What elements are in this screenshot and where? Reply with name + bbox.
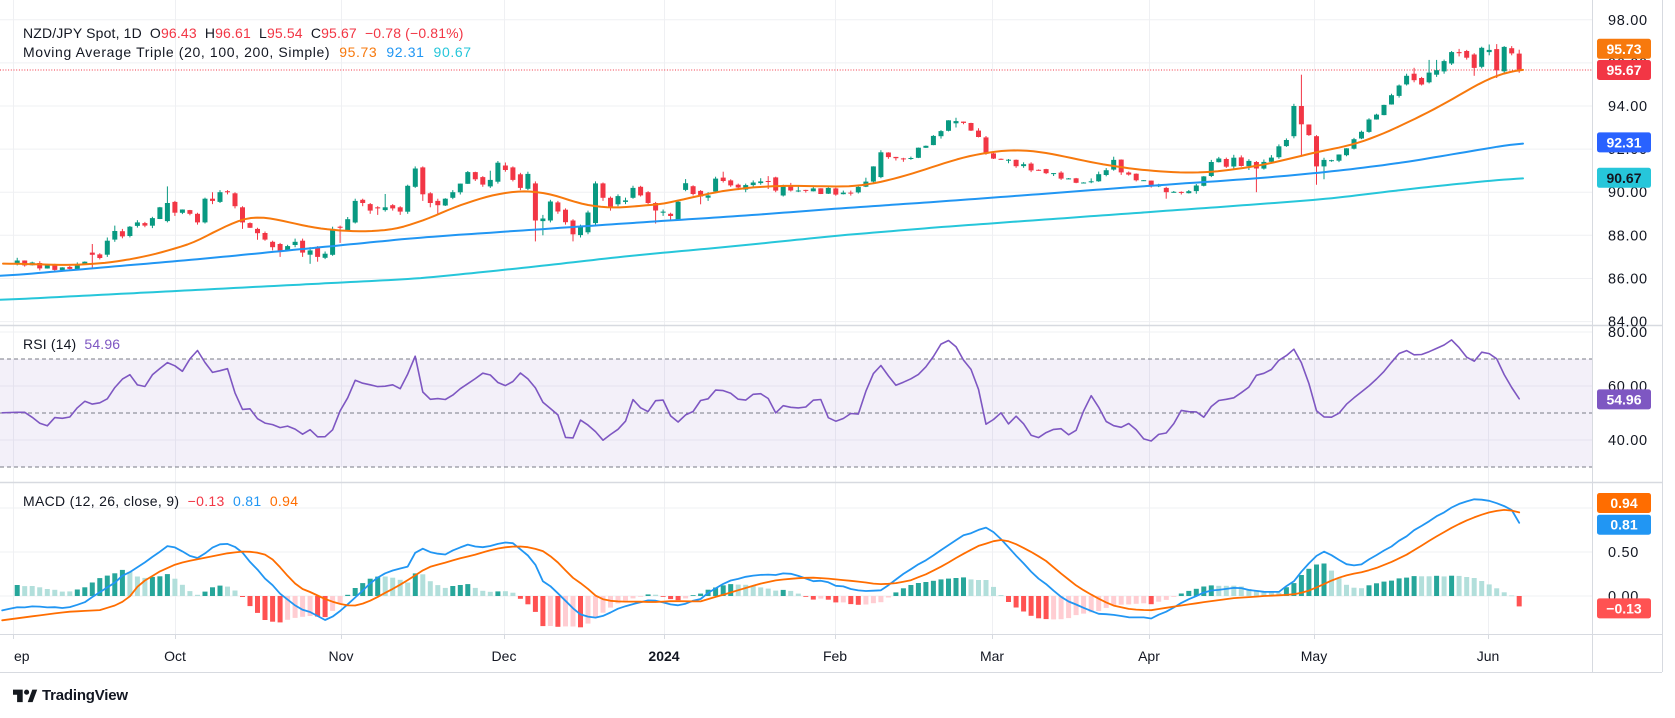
svg-text:95.67: 95.67 [1606, 62, 1641, 78]
svg-text:TradingView: TradingView [42, 687, 128, 704]
svg-text:Feb: Feb [823, 648, 847, 664]
svg-text:86.00: 86.00 [1608, 271, 1648, 287]
svg-text:2024: 2024 [648, 648, 679, 664]
svg-text:−0.13: −0.13 [1606, 600, 1642, 616]
svg-text:0.50: 0.50 [1608, 545, 1639, 561]
svg-text:Nov: Nov [329, 648, 354, 664]
svg-text:40.00: 40.00 [1608, 433, 1648, 449]
svg-text:MACD (12, 26, close, 9) −0.13: MACD (12, 26, close, 9) −0.13 0.81 0.94 [23, 493, 298, 509]
svg-text:0.81: 0.81 [1610, 517, 1637, 533]
svg-text:90.00: 90.00 [1608, 185, 1648, 201]
svg-text:90.67: 90.67 [1606, 170, 1641, 186]
svg-text:0.94: 0.94 [1610, 495, 1637, 511]
svg-text:NZD/JPY Spot, 1D O96.43 H96.: NZD/JPY Spot, 1D O96.43 H96.61 L95.54 C9… [23, 25, 464, 41]
svg-text:May: May [1301, 648, 1327, 664]
svg-text:54.96: 54.96 [1606, 391, 1641, 407]
svg-text:88.00: 88.00 [1608, 228, 1648, 244]
svg-text:Oct: Oct [164, 648, 186, 664]
svg-text:94.00: 94.00 [1608, 99, 1648, 115]
svg-text:95.73: 95.73 [1606, 41, 1641, 57]
svg-text:Apr: Apr [1138, 648, 1160, 664]
svg-text:Jun: Jun [1477, 648, 1500, 664]
svg-text:92.31: 92.31 [1606, 134, 1641, 150]
svg-text:RSI (14) 54.96: RSI (14) 54.96 [23, 336, 120, 352]
svg-text:80.00: 80.00 [1608, 325, 1648, 341]
svg-text:Moving Average Triple (20, 100: Moving Average Triple (20, 100, 200, Sim… [23, 44, 472, 60]
svg-text:Mar: Mar [980, 648, 1004, 664]
svg-text:Dec: Dec [492, 648, 517, 664]
svg-text:98.00: 98.00 [1608, 13, 1648, 29]
svg-text:84.00: 84.00 [1608, 315, 1648, 331]
svg-text:ep: ep [14, 648, 30, 664]
